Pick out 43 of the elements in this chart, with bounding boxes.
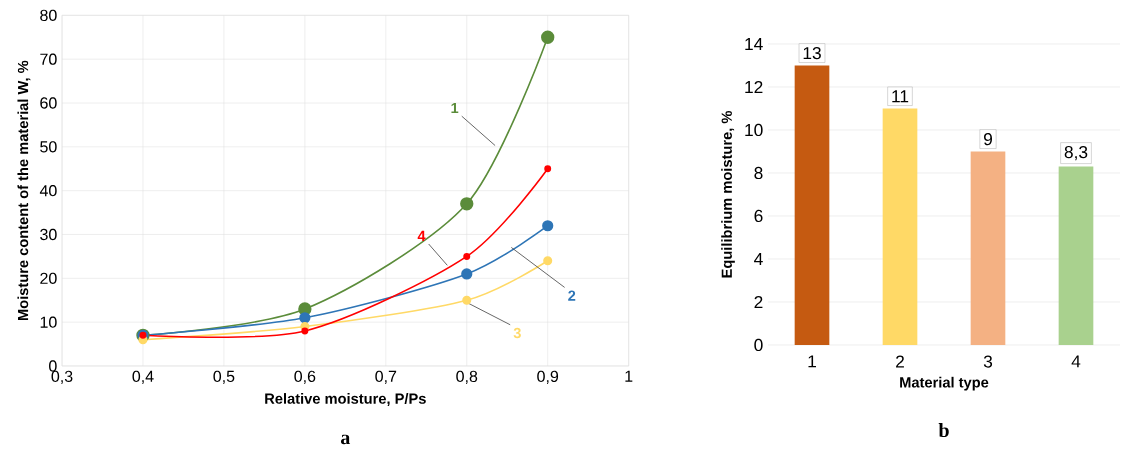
x-tick-label: 0,3 (51, 370, 73, 384)
text: 2 (568, 290, 576, 301)
x-tick-label: 0,6 (294, 370, 316, 384)
y-tick-label: 30 (40, 228, 57, 241)
y-tick-label: 20 (40, 272, 57, 284)
y-tick-label: 14 (745, 38, 763, 50)
y-tick-label: 40 (39, 185, 57, 197)
y-tick-label: 0 (49, 360, 57, 372)
data-label: 9 (983, 132, 992, 146)
y-tick-label: 10 (40, 316, 57, 328)
y-tick-label: 8 (754, 166, 763, 180)
y-tick-label: 4 (754, 253, 763, 265)
text: 1 (451, 103, 459, 114)
y-tick-label: 2 (754, 295, 763, 309)
text: b (938, 423, 949, 438)
text: 3 (513, 327, 521, 339)
x-tick-label: 4 (1071, 355, 1081, 368)
y-tick-label: 70 (40, 53, 57, 65)
x-tick-label: 0,9 (537, 370, 559, 384)
x-axis-title: Relative moisture, P/Ps (265, 393, 426, 406)
y-tick-label: 80 (40, 9, 57, 21)
y-axis-title: Moisture content of the material W, % (17, 60, 31, 321)
y-axis-title: Equilibrium moisture, % (721, 110, 735, 278)
x-tick-label: 2 (896, 355, 904, 368)
y-tick-label: 0 (754, 338, 763, 352)
x-axis-title: Material type (900, 376, 989, 391)
x-tick-label: 0,8 (456, 370, 478, 384)
y-tick-label: 10 (745, 123, 763, 137)
x-tick-label: 0,5 (213, 370, 235, 384)
x-tick-label: 0,7 (375, 370, 397, 384)
y-tick-label: 6 (754, 209, 763, 223)
text: a (340, 434, 351, 445)
x-tick-label: 1 (625, 370, 633, 382)
text: 4 (417, 230, 426, 241)
data-label: 8,3 (1064, 145, 1088, 161)
y-tick-label: 50 (40, 141, 57, 153)
y-tick-label: 12 (745, 80, 763, 94)
x-tick-label: 3 (983, 355, 993, 368)
data-label: 11 (892, 90, 909, 103)
data-label: 13 (803, 46, 821, 60)
x-tick-label: 0,4 (132, 370, 154, 384)
y-tick-label: 60 (40, 97, 57, 109)
x-tick-label: 1 (808, 355, 816, 368)
